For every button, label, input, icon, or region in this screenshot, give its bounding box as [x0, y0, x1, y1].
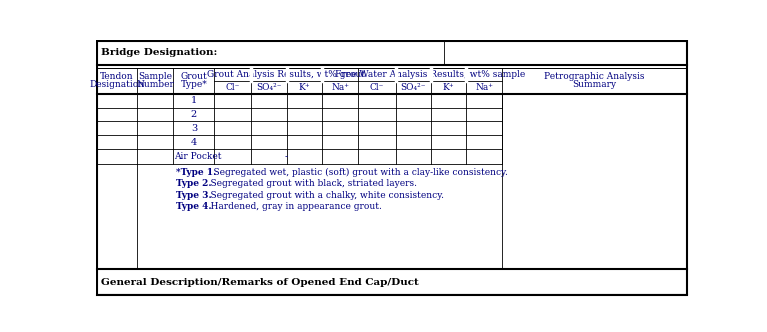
Text: Air Pocket: Air Pocket	[174, 152, 222, 161]
Text: Bridge Designation:: Bridge Designation:	[100, 48, 217, 57]
Text: Cl⁻: Cl⁻	[225, 83, 240, 92]
Text: K⁺: K⁺	[443, 83, 454, 92]
Text: Tendon: Tendon	[100, 72, 133, 81]
Text: -: -	[285, 152, 288, 161]
Text: Grout Analysis Results, wt% grout: Grout Analysis Results, wt% grout	[207, 70, 365, 79]
Text: *Type 1.: *Type 1.	[176, 168, 217, 177]
Text: Type 3.: Type 3.	[176, 191, 212, 200]
Text: Segregated grout with a chalky, white consistency.: Segregated grout with a chalky, white co…	[199, 191, 444, 200]
Text: Sample: Sample	[138, 72, 172, 81]
Text: Na⁺: Na⁺	[331, 83, 349, 92]
Text: Summary: Summary	[572, 80, 617, 89]
Text: Segregated wet, plastic (soft) grout with a clay-like consistency.: Segregated wet, plastic (soft) grout wit…	[202, 168, 508, 177]
Text: 3: 3	[191, 124, 197, 133]
Text: SO₄²⁻: SO₄²⁻	[400, 83, 426, 92]
Text: 2: 2	[191, 110, 197, 119]
Text: Na⁺: Na⁺	[475, 83, 493, 92]
Text: Number: Number	[137, 80, 174, 89]
Text: Hardened, gray in appearance grout.: Hardened, gray in appearance grout.	[199, 203, 382, 211]
Text: Free Water Analysis Results, wt% sample: Free Water Analysis Results, wt% sample	[334, 70, 525, 79]
Text: 4: 4	[191, 138, 197, 147]
Text: Type 4.: Type 4.	[176, 203, 212, 211]
Text: Designation: Designation	[89, 80, 144, 89]
Text: General Description/Remarks of Opened End Cap/Duct: General Description/Remarks of Opened En…	[100, 278, 418, 287]
Text: Grout: Grout	[180, 72, 207, 81]
Text: Type 2.: Type 2.	[176, 179, 212, 188]
Text: Segregated grout with black, striated layers.: Segregated grout with black, striated la…	[199, 179, 416, 188]
Text: Petrographic Analysis: Petrographic Analysis	[545, 72, 645, 81]
Text: Type*: Type*	[180, 80, 207, 89]
Text: SO₄²⁻: SO₄²⁻	[256, 83, 281, 92]
Text: K⁺: K⁺	[298, 83, 310, 92]
Text: Cl⁻: Cl⁻	[370, 83, 384, 92]
Text: 1: 1	[191, 96, 197, 105]
